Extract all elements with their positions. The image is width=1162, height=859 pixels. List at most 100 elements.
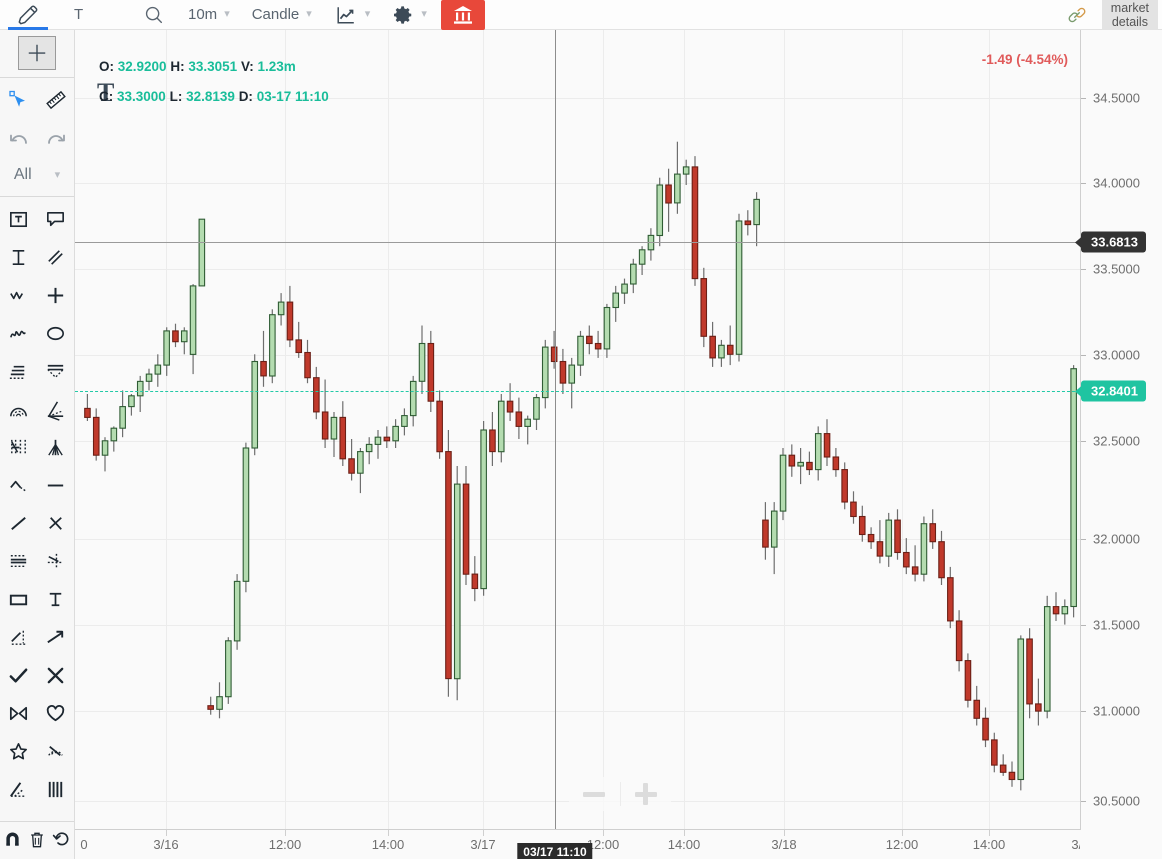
chart-symbol-label: T <box>97 78 115 107</box>
market-details-button[interactable]: market details <box>1101 0 1158 30</box>
vertical-range-tool[interactable] <box>0 238 37 276</box>
chart-canvas[interactable]: T O: 32.9200 H: 33.3051 V: 1.23m C: 33.3… <box>75 30 1080 830</box>
zigzag-icon <box>10 291 24 299</box>
cursor-tool[interactable] <box>0 81 37 119</box>
gridline-vertical <box>285 30 286 829</box>
scribble-tool[interactable] <box>0 314 37 352</box>
zoom-controls <box>569 777 671 811</box>
angle-icon <box>10 781 25 797</box>
crosshair-icon <box>28 44 46 62</box>
heart-tool[interactable] <box>37 694 74 732</box>
trend-line-icon <box>11 516 26 530</box>
minus-icon <box>583 791 606 797</box>
chart-line-icon <box>337 6 354 24</box>
arrow-tool[interactable] <box>37 618 74 656</box>
crosshair-tool[interactable] <box>0 30 74 74</box>
arrow-icon <box>47 630 64 643</box>
gridline-horizontal <box>75 711 1080 712</box>
time-axis-label: 3/16 <box>153 837 179 852</box>
callout-tool[interactable] <box>37 200 74 238</box>
x-tool[interactable] <box>37 656 74 694</box>
dashed-angle-tool[interactable] <box>0 618 37 656</box>
last-price-badge: 33.6813 <box>1075 231 1146 253</box>
delete-all-button[interactable] <box>27 830 47 855</box>
redo-button[interactable] <box>37 119 74 157</box>
time-axis-label: 0 <box>80 837 88 852</box>
crosshair-plus-tool[interactable] <box>37 276 74 314</box>
gridline-horizontal <box>75 441 1080 442</box>
zoom-in-button[interactable] <box>621 777 672 811</box>
measure-tool[interactable] <box>37 580 74 618</box>
reset-button[interactable] <box>51 829 72 855</box>
symbol-input[interactable]: T <box>56 0 126 30</box>
price-axis-label: 30.5000 <box>1093 793 1140 809</box>
parallel-lines-tool[interactable] <box>37 238 74 276</box>
share-link-button[interactable] <box>1052 4 1102 26</box>
undo-button[interactable] <box>0 119 37 157</box>
zoom-out-button[interactable] <box>569 777 620 811</box>
redo-icon <box>47 134 65 144</box>
indicators-button[interactable]: ▾ <box>328 0 377 30</box>
bowtie-tool[interactable] <box>0 694 37 732</box>
ellipse-icon <box>47 326 64 340</box>
search-button[interactable] <box>126 0 182 30</box>
fib-zone-tool[interactable] <box>37 352 74 390</box>
ellipse-tool[interactable] <box>37 314 74 352</box>
fib-retracement-tool[interactable] <box>0 352 37 390</box>
fib-timezone-tool[interactable] <box>0 428 37 466</box>
cross-target-tool[interactable] <box>37 542 74 580</box>
divider <box>619 782 621 806</box>
settings-button[interactable]: ▾ <box>386 0 433 30</box>
time-axis[interactable]: 0 3/16 12:00 14:00 3/17 12:00 14:00 3/18 12:00 14… <box>75 830 1097 859</box>
fib-timezone-icon <box>11 439 26 455</box>
time-tick <box>388 830 389 836</box>
time-tick <box>166 830 167 836</box>
cursor-icon <box>8 90 25 107</box>
gridline-horizontal <box>75 98 1080 99</box>
bars-pattern-tool[interactable] <box>37 770 74 808</box>
price-axis-label: 34.0000 <box>1093 175 1140 191</box>
horizontal-line-tool[interactable] <box>37 466 74 504</box>
time-axis-label: 3/18 <box>771 837 797 852</box>
price-axis-label: 31.5000 <box>1093 617 1140 633</box>
pitchfork-tool[interactable] <box>37 428 74 466</box>
fib-retracement-icon <box>9 365 25 379</box>
time-tick <box>684 830 685 836</box>
rectangle-tool[interactable] <box>0 580 37 618</box>
time-axis-label: 3/17 <box>470 837 496 852</box>
market-details-line1: market <box>1110 0 1149 15</box>
zigzag-tool[interactable] <box>0 276 37 314</box>
pencil-tool-button[interactable] <box>0 0 56 30</box>
magnet-tool[interactable] <box>2 829 23 855</box>
cross-line-tool[interactable] <box>37 504 74 542</box>
time-tick <box>285 830 286 836</box>
ruler-tool[interactable] <box>37 81 74 119</box>
market-bank-button[interactable] <box>440 0 485 30</box>
candlestick-series <box>84 141 1077 791</box>
trend-line-tool[interactable] <box>0 504 37 542</box>
chevron-down-icon: ▾ <box>364 8 371 20</box>
star-tool[interactable] <box>0 732 37 770</box>
time-axis-label: 12:00 <box>885 837 919 852</box>
channel-tool[interactable] <box>0 542 37 580</box>
tool-group-filter[interactable]: All ▾ <box>0 157 74 193</box>
fib-fan-tool[interactable] <box>37 390 74 428</box>
time-axis-label: 14:00 <box>667 837 701 852</box>
gear-icon <box>394 5 412 24</box>
price-axis[interactable]: 34.5000 34.0000 33.5000 33.0000 32.5000 32.00… <box>1075 30 1162 830</box>
price-change-label: -1.49 (-4.54%) <box>981 52 1068 67</box>
parallel-lines-icon <box>48 249 63 265</box>
arc-tool[interactable] <box>0 390 37 428</box>
eye-off-tool[interactable] <box>37 732 74 770</box>
check-tool[interactable] <box>0 656 37 694</box>
interval-selector[interactable]: 10m ▾ <box>182 0 236 30</box>
arc-icon <box>10 407 27 416</box>
bowtie-icon <box>9 706 28 720</box>
polyline-tool[interactable] <box>0 466 37 504</box>
price-tick <box>1081 98 1086 99</box>
angle-tool[interactable] <box>0 770 37 808</box>
text-tool[interactable] <box>0 200 37 238</box>
time-axis-label: 12:00 <box>586 837 620 852</box>
badge-arrow <box>1075 385 1082 397</box>
chart-style-selector[interactable]: Candle ▾ <box>246 0 318 30</box>
